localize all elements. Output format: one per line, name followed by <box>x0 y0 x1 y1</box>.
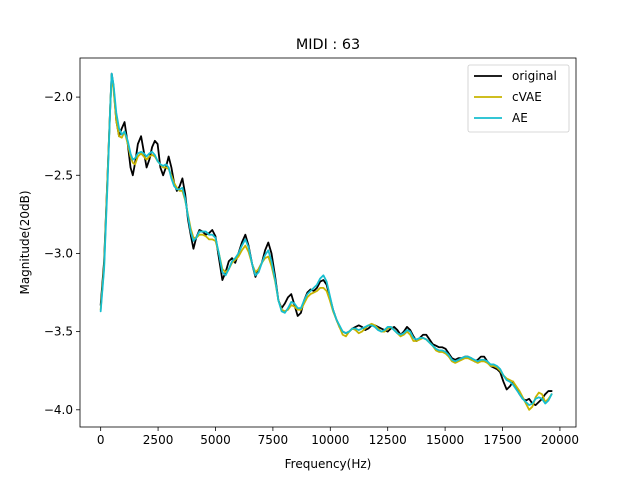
x-axis-ticks: 0 2500 5000 7500 10000 12500 15000 17500 20000 <box>97 427 579 447</box>
x-tick-label: 10000 <box>311 433 349 447</box>
x-tick-label: 2500 <box>143 433 174 447</box>
y-tick-label: −4.0 <box>44 403 73 417</box>
x-axis-label: Frequency(Hz) <box>285 457 372 471</box>
y-tick-label: −2.5 <box>44 168 73 182</box>
series-line-ae <box>99 72 553 407</box>
plot-frame <box>79 57 577 428</box>
y-axis-label: Magnitude(20dB) <box>18 190 32 294</box>
y-tick-label: −2.0 <box>44 90 73 104</box>
x-tick-label: 5000 <box>200 433 231 447</box>
legend-label-original: original <box>512 69 557 83</box>
legend-label-ae: AE <box>512 111 528 125</box>
x-tick-label: 0 <box>97 433 105 447</box>
x-tick-label: 12500 <box>369 433 407 447</box>
y-axis-ticks: −2.0 −2.5 −3.0 −3.5 −4.0 <box>44 90 80 417</box>
x-tick-label: 17500 <box>483 433 521 447</box>
y-tick-label: −3.0 <box>44 246 73 260</box>
legend-label-cvae: cVAE <box>512 90 542 104</box>
chart-title: MIDI : 63 <box>296 37 360 53</box>
legend: original cVAE AE <box>467 64 570 133</box>
x-tick-label: 15000 <box>426 433 464 447</box>
x-tick-label: 7500 <box>258 433 289 447</box>
series-line-cvae <box>99 75 553 411</box>
y-tick-label: −3.5 <box>44 325 73 339</box>
legend-box <box>467 64 570 133</box>
series-layer <box>99 72 553 411</box>
x-tick-label: 20000 <box>541 433 579 447</box>
